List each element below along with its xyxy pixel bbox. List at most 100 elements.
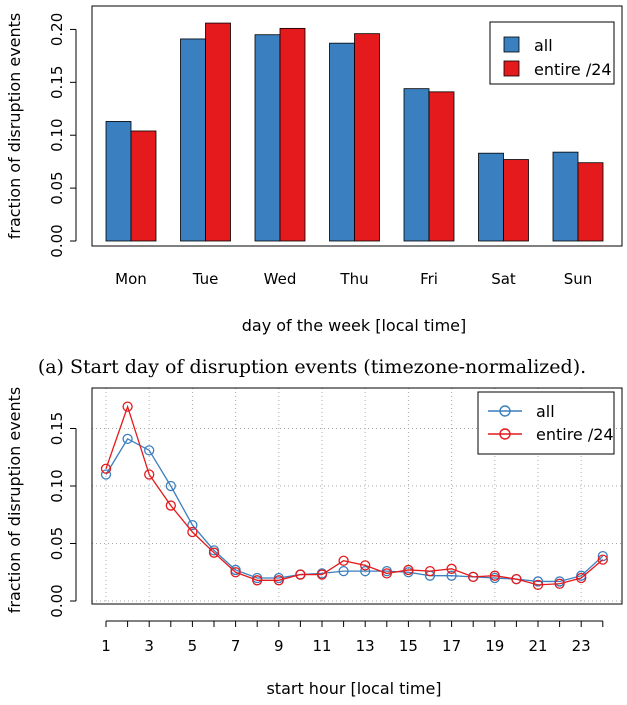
line-point-entire bbox=[273, 575, 284, 586]
bar-mon-entire bbox=[130, 130, 157, 242]
line-point-all bbox=[187, 519, 198, 531]
bar-sat-all bbox=[478, 152, 504, 242]
line-y-tick-label: 0.00 bbox=[48, 584, 66, 617]
line-point-entire bbox=[252, 575, 263, 586]
line-x-tick-label: 19 bbox=[485, 637, 504, 655]
bar-x-tick-label: Wed bbox=[264, 270, 297, 288]
line-point-all bbox=[122, 433, 133, 445]
line-legend-label-entire: entire /24 bbox=[536, 425, 614, 444]
line-point-entire bbox=[468, 571, 479, 582]
bar-tue-entire bbox=[205, 22, 231, 242]
bar-legend-swatch-entire bbox=[503, 60, 520, 77]
line-point-entire bbox=[446, 563, 457, 574]
bar-group bbox=[105, 22, 604, 242]
bar-thu-all bbox=[329, 42, 355, 242]
line-point-entire bbox=[122, 401, 133, 412]
line-point-all bbox=[100, 469, 112, 480]
line-point-entire bbox=[144, 469, 155, 480]
bar-x-tick-label: Fri bbox=[420, 270, 438, 288]
line-point-entire bbox=[511, 574, 522, 585]
line-legend-marker-all bbox=[499, 405, 511, 417]
line-x-axis-label: start hour [local time] bbox=[266, 679, 441, 698]
line-point-all bbox=[597, 551, 608, 562]
line-legend: all entire /24 bbox=[477, 391, 615, 455]
bar-wed-all bbox=[254, 34, 281, 242]
bar-legend-label-all: all bbox=[534, 36, 553, 55]
line-point-entire bbox=[187, 526, 198, 538]
line-point-entire bbox=[532, 579, 544, 591]
line-point-all bbox=[446, 570, 457, 581]
bar-x-tick-label: Thu bbox=[339, 270, 368, 288]
bar-mon-all bbox=[105, 121, 132, 242]
bar-tue-all bbox=[180, 38, 206, 242]
line-y-tick-label: 0.10 bbox=[48, 469, 66, 502]
bar-y-tick-label: 0.00 bbox=[48, 224, 66, 257]
bar-sun-entire bbox=[577, 162, 604, 242]
line-series-group bbox=[100, 401, 608, 591]
line-legend-label-all: all bbox=[536, 402, 555, 421]
line-point-all bbox=[532, 576, 544, 587]
line-point-entire bbox=[208, 547, 220, 558]
bar-fri-all bbox=[403, 88, 430, 242]
line-point-entire bbox=[165, 500, 176, 511]
bar-legend: all entire /24 bbox=[489, 21, 615, 85]
line-point-entire bbox=[230, 567, 241, 578]
line-x-tick-label: 15 bbox=[399, 637, 418, 655]
line-legend-box bbox=[477, 391, 615, 455]
line-plot-frame bbox=[91, 387, 623, 605]
line-y-tick-label: 0.15 bbox=[48, 412, 66, 445]
bar-y-tick-label: 0.10 bbox=[48, 119, 66, 152]
bar-sun-all bbox=[552, 151, 579, 242]
line-y-axis-label: fraction of disruption events bbox=[5, 387, 24, 614]
line-point-all bbox=[165, 480, 176, 492]
line-legend-marker-entire bbox=[499, 428, 511, 440]
line-chart: 0.000.050.100.15 1 3 5 7 9 11 13 15 17 19 21 23 fra… bbox=[5, 387, 623, 698]
line-x-tick-label: 17 bbox=[442, 637, 461, 655]
line-point-entire bbox=[554, 578, 565, 589]
bar-x-tick-labels: Mon Tue Wed Thu Fri Sat Sun bbox=[115, 270, 592, 288]
bar-x-axis-label: day of the week [local time] bbox=[242, 316, 467, 335]
line-point-entire bbox=[597, 554, 608, 565]
line-x-tick-label: 11 bbox=[312, 637, 331, 655]
line-point-entire bbox=[316, 569, 328, 580]
bar-fri-entire bbox=[428, 91, 455, 242]
bar-wed-entire bbox=[279, 27, 306, 242]
line-point-entire bbox=[338, 555, 349, 566]
line-x-tick-label: 7 bbox=[231, 637, 241, 655]
line-x-axis: 1 3 5 7 9 11 13 15 17 19 21 23 bbox=[101, 620, 604, 655]
line-x-tick-label: 1 bbox=[101, 637, 111, 655]
line-point-all bbox=[338, 565, 349, 577]
bar-y-axis: 0.00 0.05 0.10 0.15 0.20 bbox=[48, 13, 77, 258]
line-point-entire bbox=[295, 569, 306, 580]
line-x-tick-label: 3 bbox=[144, 637, 154, 655]
bar-y-tick-label: 0.05 bbox=[48, 171, 66, 204]
line-series-entire bbox=[105, 404, 604, 586]
line-x-tick-label: 9 bbox=[274, 637, 284, 655]
line-series-all bbox=[105, 437, 604, 583]
caption-a: (a) Start day of disruption events (time… bbox=[38, 356, 586, 378]
line-point-entire bbox=[403, 564, 414, 576]
line-point-entire bbox=[424, 565, 436, 577]
line-point-entire bbox=[100, 463, 112, 474]
line-y-tick-label: 0.05 bbox=[48, 527, 66, 560]
line-x-tick-label: 5 bbox=[188, 637, 198, 655]
bar-thu-entire bbox=[354, 33, 380, 242]
line-x-tick-label: 21 bbox=[528, 637, 547, 655]
bar-y-axis-label: fraction of disruption events bbox=[5, 13, 24, 240]
bar-legend-swatch-all bbox=[503, 36, 520, 53]
bar-x-tick-label: Mon bbox=[115, 270, 147, 288]
bar-y-tick-label: 0.15 bbox=[48, 66, 66, 99]
line-point-entire bbox=[489, 570, 500, 581]
bar-legend-label-entire: entire /24 bbox=[534, 60, 612, 79]
line-point-all bbox=[144, 445, 155, 456]
bar-x-tick-label: Sun bbox=[564, 270, 593, 288]
bar-x-tick-label: Sat bbox=[491, 270, 516, 288]
bar-plot-frame bbox=[91, 5, 623, 247]
bar-chart: 0.00 0.05 0.10 0.15 0.20 Mon Tue Wed Thu Fri Sat S… bbox=[5, 5, 623, 335]
line-point-entire bbox=[576, 572, 587, 584]
line-point-entire bbox=[360, 560, 371, 571]
line-point-entire bbox=[381, 568, 392, 579]
bar-x-tick-label: Tue bbox=[192, 270, 219, 288]
bar-sat-entire bbox=[503, 159, 529, 242]
